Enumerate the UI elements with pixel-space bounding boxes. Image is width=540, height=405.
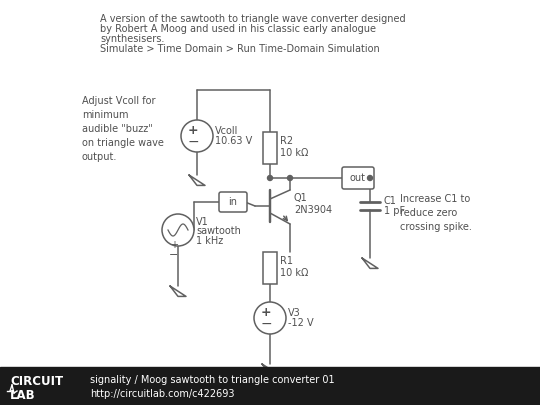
Text: Adjust Vcoll for
minimum
audible "buzz"
on triangle wave
output.: Adjust Vcoll for minimum audible "buzz" … — [82, 96, 164, 162]
Circle shape — [267, 175, 273, 181]
FancyBboxPatch shape — [342, 167, 374, 189]
Text: +: + — [261, 307, 271, 320]
Text: −: − — [170, 250, 179, 260]
Text: Vcoll: Vcoll — [215, 126, 238, 136]
Bar — [263, 132, 277, 164]
Text: sawtooth: sawtooth — [196, 226, 241, 236]
Circle shape — [254, 302, 286, 334]
Text: 1 pF: 1 pF — [384, 206, 405, 216]
Text: out: out — [350, 173, 366, 183]
Circle shape — [181, 120, 213, 152]
Bar — [0, 367, 540, 405]
Bar — [263, 252, 277, 284]
Text: Increase C1 to
reduce zero
crossing spike.: Increase C1 to reduce zero crossing spik… — [400, 194, 472, 232]
Text: 2N3904: 2N3904 — [294, 205, 332, 215]
Text: by Robert A Moog and used in his classic early analogue: by Robert A Moog and used in his classic… — [100, 24, 376, 34]
FancyBboxPatch shape — [219, 192, 247, 212]
Text: V1: V1 — [196, 217, 209, 227]
Text: +: + — [188, 124, 198, 138]
Text: 10 kΩ: 10 kΩ — [280, 148, 308, 158]
Text: C1: C1 — [384, 196, 397, 206]
Circle shape — [162, 214, 194, 246]
Text: A version of the sawtooth to triangle wave converter designed: A version of the sawtooth to triangle wa… — [100, 14, 406, 24]
Text: LAB: LAB — [10, 389, 36, 402]
Text: in: in — [228, 197, 238, 207]
Text: 10.63 V: 10.63 V — [215, 136, 252, 146]
Text: Simulate > Time Domain > Run Time-Domain Simulation: Simulate > Time Domain > Run Time-Domain… — [100, 44, 380, 54]
Text: -12 V: -12 V — [288, 318, 314, 328]
Text: 1 kHz: 1 kHz — [196, 236, 223, 246]
Text: +: + — [170, 240, 178, 250]
Text: V3: V3 — [288, 308, 301, 318]
Circle shape — [368, 175, 373, 181]
Text: R1: R1 — [280, 256, 293, 266]
Text: signality / Moog sawtooth to triangle converter 01: signality / Moog sawtooth to triangle co… — [90, 375, 335, 385]
Text: −: − — [187, 135, 199, 149]
Text: R2: R2 — [280, 136, 293, 146]
Text: 10 kΩ: 10 kΩ — [280, 268, 308, 278]
Circle shape — [287, 175, 293, 181]
Text: −: − — [260, 317, 272, 331]
Text: synthesisers.: synthesisers. — [100, 34, 164, 44]
Text: CIRCUIT: CIRCUIT — [10, 375, 63, 388]
Text: http://circuitlab.com/c422693: http://circuitlab.com/c422693 — [90, 389, 234, 399]
Text: Q1: Q1 — [294, 193, 308, 203]
